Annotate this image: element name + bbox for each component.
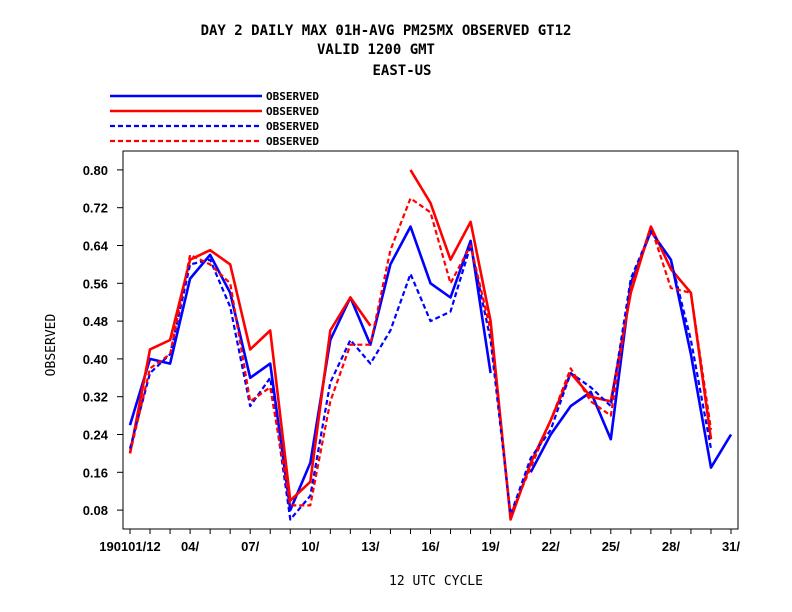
y-tick-label: 0.40 bbox=[83, 352, 108, 367]
series-4 bbox=[128, 197, 713, 516]
y-tick-label: 0.24 bbox=[83, 428, 109, 443]
x-tick-label: 16/ bbox=[421, 539, 439, 554]
legend: OBSERVED OBSERVED OBSERVED OBSERVED bbox=[110, 90, 319, 148]
series-line bbox=[128, 230, 713, 521]
chart-title: DAY 2 DAILY MAX 01H-AVG PM25MX OBSERVED … bbox=[201, 23, 572, 79]
x-tick-label: 07/ bbox=[241, 539, 259, 554]
legend-label: OBSERVED bbox=[266, 90, 319, 103]
series-group bbox=[128, 169, 733, 521]
y-tick-label: 0.64 bbox=[83, 239, 109, 254]
y-axis-title: OBSERVED bbox=[44, 314, 59, 377]
y-tick-label: 0.32 bbox=[83, 390, 108, 405]
x-tick-label: 28/ bbox=[662, 539, 680, 554]
y-tick-label: 0.16 bbox=[83, 465, 108, 480]
legend-label: OBSERVED bbox=[266, 105, 319, 118]
x-tick-label: 25/ bbox=[602, 539, 620, 554]
x-tick-label: 190101/12 bbox=[99, 539, 160, 554]
y-tick-label: 0.72 bbox=[83, 201, 108, 216]
plot-frame bbox=[122, 150, 739, 530]
title-line-1: DAY 2 DAILY MAX 01H-AVG PM25MX OBSERVED … bbox=[201, 23, 572, 39]
series-line bbox=[128, 197, 713, 516]
x-tick-label: 22/ bbox=[542, 539, 560, 554]
legend-label: OBSERVED bbox=[266, 135, 319, 148]
y-axis: 0.08 0.16 0.24 0.32 0.40 0.48 0.56 0.64 0.72 0.80 bbox=[83, 163, 123, 518]
y-tick-label: 0.08 bbox=[83, 503, 108, 518]
x-tick-label: 13/ bbox=[361, 539, 379, 554]
x-axis-title: 12 UTC CYCLE bbox=[389, 574, 483, 589]
series-1 bbox=[128, 225, 733, 512]
title-line-3: EAST-US bbox=[372, 63, 431, 79]
series-line bbox=[529, 230, 733, 473]
legend-label: OBSERVED bbox=[266, 120, 319, 133]
x-axis: 190101/12 04/07/10/13/16/19/22/25/28/31/ bbox=[99, 529, 740, 554]
y-tick-label: 0.56 bbox=[83, 276, 108, 291]
y-tick-label: 0.48 bbox=[83, 314, 108, 329]
series-line bbox=[409, 169, 713, 521]
x-tick-label: 31/ bbox=[722, 539, 740, 554]
x-tick-label: 19/ bbox=[482, 539, 500, 554]
series-3 bbox=[128, 230, 713, 521]
y-tick-label: 0.80 bbox=[83, 163, 108, 178]
x-tick-label: 04/ bbox=[181, 539, 199, 554]
series-line bbox=[128, 225, 492, 512]
series-line bbox=[128, 248, 372, 502]
title-line-2: VALID 1200 GMT bbox=[317, 42, 435, 58]
x-tick-label: 10/ bbox=[301, 539, 319, 554]
